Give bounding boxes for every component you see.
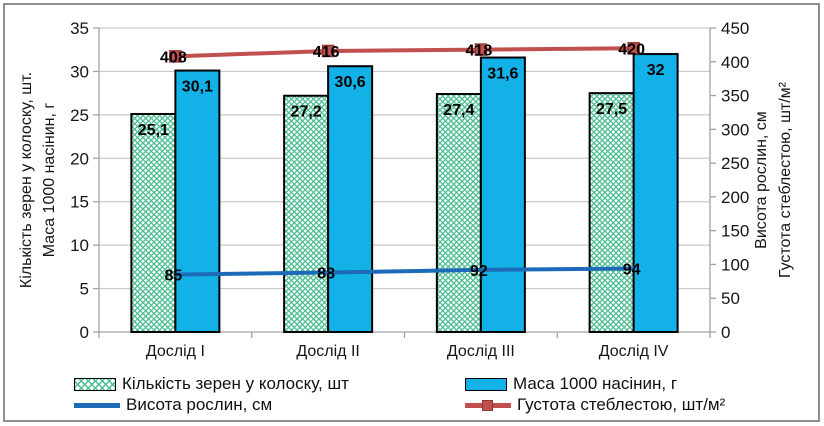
legend-item-plant-height: Висота рослин, см	[74, 395, 273, 414]
left-tick-label: 0	[80, 323, 89, 342]
stem-density-label: 420	[618, 41, 645, 58]
bar-seed-mass	[479, 56, 526, 333]
legend-label-grain-count: Кількість зерен у колоску, шт	[122, 374, 349, 393]
stem-density-label: 418	[466, 43, 493, 60]
bar-grain-count-label: 25,1	[138, 122, 169, 139]
bar-seed-mass-label: 32	[647, 62, 665, 79]
left-tick-label: 20	[70, 149, 89, 168]
right-tick-label: 250	[721, 154, 749, 173]
bar-seed-mass-label: 31,6	[487, 66, 518, 83]
square-marker-icon	[482, 399, 493, 411]
bar-grain-count	[435, 93, 482, 333]
left-tick-label: 5	[80, 280, 89, 299]
right-axis-title-line1: Висота рослин, см	[753, 111, 770, 249]
stem-density-marker	[474, 43, 488, 56]
legend-item-stem-density: Густота стеблестою, шт/м²	[465, 395, 726, 414]
right-axis-title-line2: Густота стеблестою, шт/м²	[777, 81, 794, 278]
left-tick-label: 30	[70, 62, 89, 81]
stem-density-line	[173, 46, 636, 59]
right-tick-label: 200	[721, 188, 749, 207]
plant-height-label: 94	[623, 261, 641, 278]
left-tick-label: 35	[70, 19, 89, 38]
legend-label-seed-mass: Маса 1000 насінин, г	[513, 374, 678, 393]
bar-seed-mass-label: 30,6	[335, 74, 366, 91]
bar-seed-mass-label: 30,1	[182, 79, 213, 96]
left-tick-label: 25	[70, 106, 89, 125]
category-label: Дослід II	[296, 343, 359, 360]
right-tick-label: 300	[721, 120, 749, 139]
left-tick-label: 15	[70, 193, 89, 212]
legend-label-stem-density: Густота стеблестою, шт/м²	[517, 395, 726, 414]
category-label: Дослід III	[447, 343, 515, 360]
stem-density-marker	[627, 42, 640, 55]
bar-seed-mass	[327, 65, 374, 334]
category-label: Дослід IV	[599, 343, 669, 360]
bar-grain-count	[588, 92, 635, 334]
plant-height-label: 92	[470, 263, 488, 280]
stem-density-label: 416	[313, 44, 340, 61]
stem-density-marker	[169, 50, 182, 63]
bar-grain-count-label: 27,4	[443, 102, 474, 119]
bar-seed-mass	[174, 69, 221, 333]
plant-height-label: 88	[317, 266, 335, 283]
bar-grain-count-label: 27,2	[291, 104, 322, 121]
legend-label-plant-height: Висота рослин, см	[126, 395, 273, 414]
right-tick-label: 450	[721, 19, 749, 38]
stem-density-label: 408	[160, 49, 187, 66]
right-tick-label: 50	[721, 289, 740, 308]
legend-item-seed-mass: Маса 1000 насінин, г	[465, 374, 678, 393]
left-axis-title-line2: Маса 1000 насінин, г	[41, 103, 58, 258]
bar-grain-count	[130, 112, 177, 333]
left-axis-title-line1: Кількість зерен у колоску, шт.	[18, 72, 35, 288]
legend-swatch-grain-count	[74, 377, 116, 391]
legend-swatch-plant-height	[74, 398, 120, 412]
left-tick-label: 10	[70, 236, 89, 255]
legend-swatch-stem-density	[465, 398, 511, 412]
right-tick-label: 400	[721, 53, 749, 72]
bar-grain-count-label: 27,5	[596, 101, 627, 118]
right-tick-label: 150	[721, 222, 749, 241]
plant-height-line	[173, 266, 636, 277]
chart-frame	[3, 3, 820, 422]
plant-height-label: 85	[164, 268, 182, 285]
legend-swatch-seed-mass	[465, 377, 507, 391]
right-tick-label: 350	[721, 87, 749, 106]
category-label: Дослід I	[146, 343, 205, 360]
right-tick-label: 0	[721, 323, 730, 342]
bar-grain-count	[283, 94, 330, 334]
legend-item-grain-count: Кількість зерен у колоску, шт	[74, 374, 349, 393]
stem-density-marker	[321, 44, 335, 58]
right-tick-label: 100	[721, 255, 749, 274]
bar-seed-mass	[632, 53, 679, 334]
